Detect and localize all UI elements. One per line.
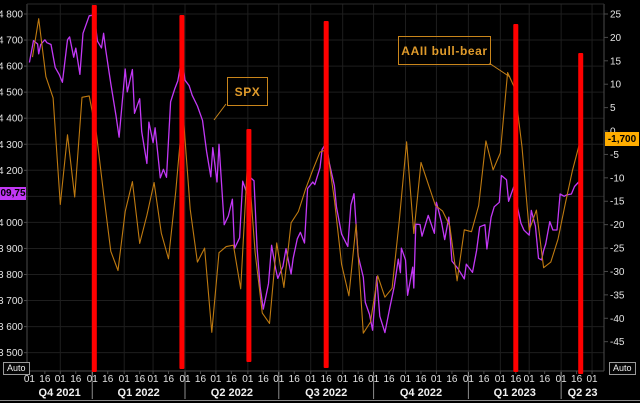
svg-text:01: 01 xyxy=(24,374,36,385)
svg-text:01: 01 xyxy=(305,374,317,385)
svg-text:Q2 2022: Q2 2022 xyxy=(211,387,253,399)
svg-text:01: 01 xyxy=(55,374,67,385)
svg-text:4 600: 4 600 xyxy=(0,62,23,73)
event-bar xyxy=(578,53,584,374)
svg-text:01: 01 xyxy=(495,374,507,385)
svg-text:16: 16 xyxy=(539,374,551,385)
svg-text:01: 01 xyxy=(242,374,254,385)
left-axis-auto-button[interactable]: Auto xyxy=(3,362,30,375)
svg-text:-40: -40 xyxy=(610,314,625,325)
event-bar xyxy=(323,21,329,368)
svg-text:3 900: 3 900 xyxy=(0,244,23,255)
aaii-annotation-text: AAII bull-bear xyxy=(401,43,488,58)
svg-text:4 000: 4 000 xyxy=(0,218,23,229)
spx-annotation-leader xyxy=(213,103,227,121)
svg-text:20: 20 xyxy=(610,33,622,44)
svg-text:4 700: 4 700 xyxy=(0,36,23,47)
svg-text:01: 01 xyxy=(119,374,131,385)
aaii-bull-bear-line xyxy=(31,18,582,334)
svg-text:16: 16 xyxy=(134,374,146,385)
svg-text:16: 16 xyxy=(353,374,365,385)
svg-text:4 500: 4 500 xyxy=(0,88,23,99)
plot-frame xyxy=(26,3,605,372)
svg-text:01: 01 xyxy=(586,374,598,385)
svg-text:-10: -10 xyxy=(610,173,625,184)
svg-text:16: 16 xyxy=(258,374,270,385)
svg-text:16: 16 xyxy=(163,374,175,385)
svg-text:4 300: 4 300 xyxy=(0,140,23,151)
svg-text:10: 10 xyxy=(610,80,622,91)
svg-text:01: 01 xyxy=(524,374,536,385)
svg-text:01: 01 xyxy=(147,374,159,385)
svg-text:01: 01 xyxy=(337,374,349,385)
svg-text:01: 01 xyxy=(210,374,222,385)
svg-text:15: 15 xyxy=(610,56,622,67)
spx-annotation-text: SPX xyxy=(234,84,261,99)
aaii-annotation-label[interactable]: AAII bull-bear xyxy=(398,36,491,65)
svg-text:4 200: 4 200 xyxy=(0,166,23,177)
svg-text:3 500: 3 500 xyxy=(0,348,23,359)
spx-annotation-label[interactable]: SPX xyxy=(227,77,268,106)
svg-text:-20: -20 xyxy=(610,220,625,231)
event-bar xyxy=(179,15,185,369)
svg-text:16: 16 xyxy=(70,374,82,385)
svg-text:-15: -15 xyxy=(610,197,625,208)
svg-text:-25: -25 xyxy=(610,244,625,255)
svg-text:Q1 2022: Q1 2022 xyxy=(118,387,160,399)
spx-last-price-badge: 09,75 xyxy=(0,187,26,200)
quarter-band: Q4 2021 Q1 2022 Q2 2022 Q3 2022 Q4 2022 Q1 20… xyxy=(0,372,640,401)
svg-text:16: 16 xyxy=(415,374,427,385)
svg-text:-30: -30 xyxy=(610,267,625,278)
svg-text:3 800: 3 800 xyxy=(0,270,23,281)
svg-text:Q3 2022: Q3 2022 xyxy=(305,387,347,399)
svg-text:16: 16 xyxy=(510,374,522,385)
svg-text:3 700: 3 700 xyxy=(0,296,23,307)
event-bar xyxy=(91,5,97,372)
svg-text:16: 16 xyxy=(446,374,458,385)
svg-text:Q4 2021: Q4 2021 xyxy=(39,387,81,399)
svg-text:16: 16 xyxy=(39,374,51,385)
svg-text:-35: -35 xyxy=(610,290,625,301)
right-axis-auto-button[interactable]: Auto xyxy=(609,362,636,375)
svg-text:16: 16 xyxy=(571,374,583,385)
svg-text:4 400: 4 400 xyxy=(0,114,23,125)
svg-text:Q2 23: Q2 23 xyxy=(568,387,598,399)
svg-text:16: 16 xyxy=(226,374,238,385)
svg-text:4 800: 4 800 xyxy=(0,10,23,21)
svg-text:-5: -5 xyxy=(610,150,619,161)
aaii-last-value-badge: -1,700 xyxy=(605,132,639,146)
spx-line xyxy=(28,14,582,334)
svg-text:01: 01 xyxy=(431,374,443,385)
event-bar xyxy=(246,129,252,362)
svg-text:01: 01 xyxy=(400,374,412,385)
svg-text:Q1 2023: Q1 2023 xyxy=(494,387,536,399)
svg-text:3 600: 3 600 xyxy=(0,322,23,333)
svg-text:5: 5 xyxy=(610,103,616,114)
svg-text:16: 16 xyxy=(289,374,301,385)
event-bars xyxy=(91,5,584,374)
aaii-annotation-leader xyxy=(488,62,511,78)
svg-text:Q4 2022: Q4 2022 xyxy=(400,387,442,399)
svg-text:16: 16 xyxy=(102,374,114,385)
event-bar xyxy=(513,24,519,372)
right-axis: 2520151050-5-10-15-20-25-30-35-40-45 xyxy=(604,10,625,348)
svg-text:16: 16 xyxy=(478,374,490,385)
svg-text:16: 16 xyxy=(383,374,395,385)
bottom-axis: 01 16 01 16 01 16 01 16 01 16 01 16 01 16 01 16 01 16 01 16… xyxy=(24,371,598,385)
svg-text:16: 16 xyxy=(195,374,207,385)
svg-text:-45: -45 xyxy=(610,337,625,348)
svg-text:25: 25 xyxy=(610,10,622,21)
svg-text:16: 16 xyxy=(321,374,333,385)
